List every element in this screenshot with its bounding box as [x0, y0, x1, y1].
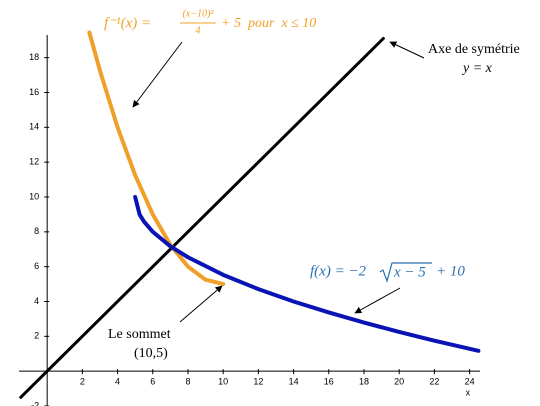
- x-tick-label: 22: [429, 377, 439, 387]
- x-tick-label: 18: [359, 377, 369, 387]
- x-tick-label: 8: [185, 377, 190, 387]
- series-line: [19, 36, 385, 399]
- label-radicand: x − 5: [393, 264, 426, 280]
- x-tick-label: 2: [80, 377, 85, 387]
- y-tick-label: 10: [29, 191, 39, 201]
- x-tick-label: 4: [115, 377, 120, 387]
- y-tick-label: 8: [34, 226, 39, 236]
- series-line: [87, 30, 226, 287]
- series-line: [133, 194, 481, 353]
- x-tick-label: 12: [253, 377, 263, 387]
- y-tick-label: 14: [29, 122, 39, 132]
- y-tick-label: 12: [29, 157, 39, 167]
- arrow: [132, 41, 183, 108]
- y-tick-label: 4: [34, 296, 39, 306]
- y-tick-label: 6: [34, 261, 39, 271]
- x-tick-label: 20: [394, 377, 404, 387]
- x-tick-label: 24: [465, 377, 475, 387]
- inverse-label: f⁻¹(x) = (x−10)² 4 + 5 pour x ≤ 10: [104, 8, 316, 36]
- arrow: [354, 287, 401, 314]
- radical-sign: [379, 262, 432, 283]
- y-tick-label: 18: [29, 52, 39, 62]
- function-label: f(x) = −2 x − 5 + 10: [310, 262, 465, 283]
- label-lhs: f(x) = −2: [310, 263, 367, 279]
- label-rhs: + 10: [436, 263, 465, 279]
- axis-label-line2: y = x: [461, 61, 493, 76]
- label-rhs: + 5 pour x ≤ 10: [221, 16, 316, 31]
- vertex-label-line1: Le sommet: [108, 327, 171, 342]
- x-tick-label: 14: [289, 377, 299, 387]
- label-numerator: (x−10)²: [183, 8, 215, 19]
- x-tick-label: 16: [324, 377, 334, 387]
- y-tick-label: 16: [29, 87, 39, 97]
- x-tick-label: 6: [150, 377, 155, 387]
- x-axis-label: x: [466, 388, 471, 398]
- y-tick-label: 2: [34, 331, 39, 341]
- label-denominator: 4: [196, 25, 201, 36]
- arrow: [179, 285, 223, 323]
- label-lhs: f⁻¹(x) =: [104, 15, 151, 31]
- y-tick-label: -2: [31, 400, 39, 406]
- x-tick-label: 10: [218, 377, 228, 387]
- axis-label-line1: Axe de symétrie: [428, 42, 520, 57]
- arrow: [389, 41, 425, 59]
- vertex-label-line2: (10,5): [134, 346, 168, 361]
